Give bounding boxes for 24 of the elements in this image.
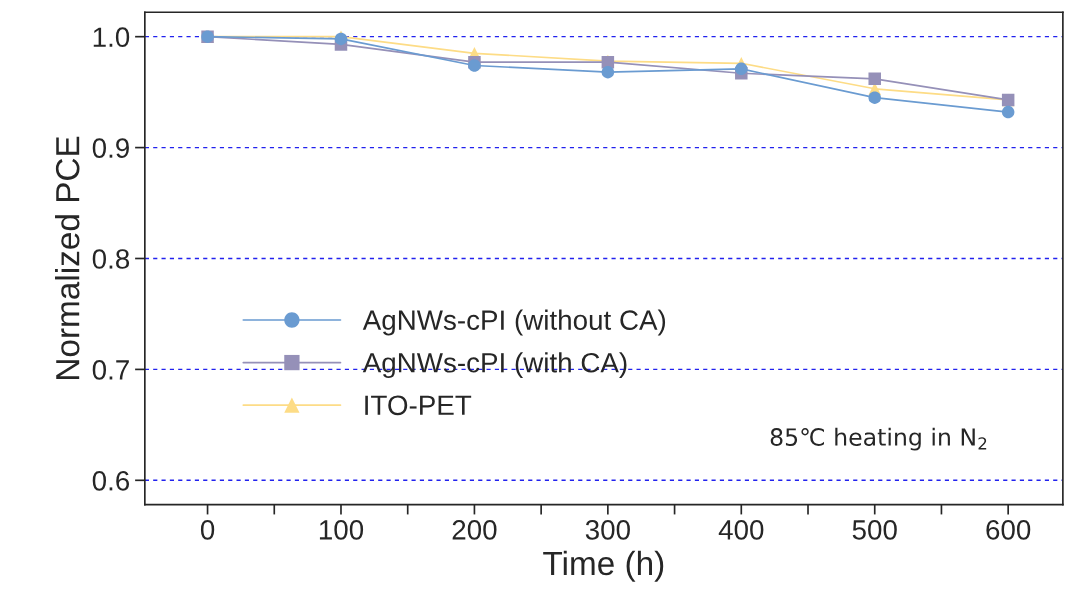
point (735, 62, 748, 76)
point (868, 91, 881, 104)
y-tick-label: 0.9 (92, 138, 129, 158)
point (601, 65, 615, 79)
x-tick-label: 200 (452, 520, 497, 540)
x-tick-label: 100 (319, 520, 364, 540)
y-tick-label: 0.6 (92, 470, 130, 491)
point (868, 72, 881, 86)
x-tick-label: 500 (852, 520, 897, 540)
annotation: 85℃ heating in N$_{2}$ (770, 427, 987, 451)
x-tick-label: 300 (585, 520, 630, 540)
x-tick-label: 400 (718, 520, 764, 540)
legend-label: ITO-PET (365, 395, 472, 416)
x-tick-label: 0 (200, 520, 215, 540)
point (1001, 105, 1015, 119)
legend-label: AgNWs-cPI (without CA) (362, 309, 666, 336)
y-tick-label: 1.0 (93, 27, 130, 48)
legend-label: AgNWs-cPI (with CA) (362, 352, 627, 379)
point (468, 59, 481, 72)
y-tick-label: 0.8 (92, 249, 130, 269)
y-tick-label: 0.7 (92, 360, 129, 380)
y-axis-title: Normalized PCE (55, 136, 80, 379)
x-axis-title: Time (h) (543, 550, 664, 582)
x-tick-label: 600 (986, 520, 1031, 540)
